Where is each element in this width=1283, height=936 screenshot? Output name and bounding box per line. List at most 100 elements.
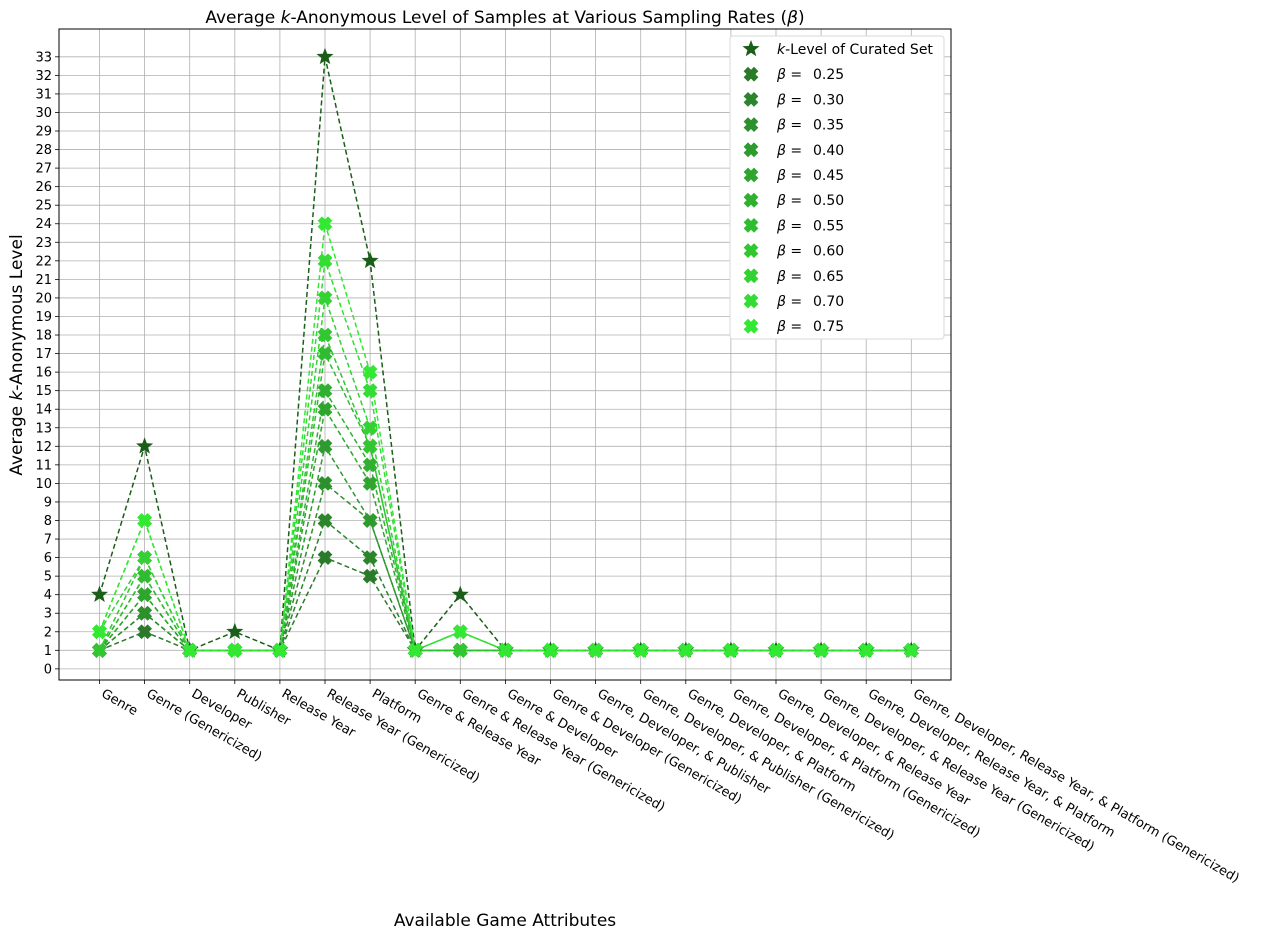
y-tick-label: 26 [35,180,52,195]
beta-x-point [362,420,378,436]
series-layer [90,47,920,658]
legend-beta-label: β = 0.40 [776,143,844,159]
chart-title: Average k-Anonymous Level of Samples at … [205,8,804,28]
beta-x-point [858,642,874,658]
y-tick-label: 7 [44,533,52,548]
beta-x-point [588,642,603,658]
legend-beta-marker [743,142,759,158]
beta-x-point [317,476,333,491]
beta-x-point [452,624,468,640]
legend-beta-marker [743,92,759,107]
y-tick-label: 33 [35,50,52,65]
legend-beta-label: β = 0.60 [776,244,844,260]
curated-star-point [451,585,469,602]
curated-star-point [226,622,244,640]
legend: k-Level of Curated Set β = 0.25 β = 0.30 β = 0… [729,35,945,340]
y-tick-label: 14 [35,403,52,418]
beta-x-point [317,327,333,343]
beta-x-point [768,642,784,658]
beta-x-point [272,642,288,658]
beta-x-point [362,383,378,399]
curated-star-point [361,251,379,269]
y-tick-label: 0 [44,662,52,677]
y-tick-label: 10 [35,477,52,492]
beta-x-point [317,383,333,399]
legend-beta-label: β = 0.55 [776,218,844,234]
beta-x-point [137,568,152,584]
y-tick-label: 13 [35,421,52,436]
beta-x-point [92,624,107,640]
legend-beta-marker [743,167,759,183]
beta-x-point [317,438,333,454]
beta-x-point [362,568,378,584]
y-tick-label: 22 [35,254,52,269]
beta-x-point [317,513,333,528]
y-tick-label: 4 [44,588,52,603]
y-tick-label: 23 [35,236,52,251]
beta-x-point [137,513,152,528]
beta-x-point [227,642,243,658]
beta-x-point [543,642,558,658]
beta-x-point [137,550,152,565]
y-tick-label: 27 [35,162,52,177]
curated-star-point [136,437,154,454]
beta-x-point [362,476,378,491]
legend-box [729,35,945,340]
x-axis-label: Available Game Attributes [394,911,616,931]
beta-x-point [903,642,919,658]
beta-x-point [137,587,152,603]
beta-x-point [137,624,152,640]
beta-x-point [678,642,694,658]
beta-x-point [813,642,829,658]
y-axis-label: Average k-Anonymous Level [7,234,27,475]
beta-x-point [137,605,152,621]
y-tick-label: 11 [35,458,52,473]
beta-x-point [317,346,333,361]
legend-beta-label: β = 0.50 [776,193,844,209]
x-axis-ticks: Genre Genre (Genericized)DeveloperPublish… [99,680,1242,886]
curated-star-point [316,47,334,65]
beta-x-point [317,290,333,306]
beta-x-point [317,401,333,417]
legend-beta-marker [743,268,759,284]
beta-x-point [362,457,378,473]
y-tick-label: 21 [35,273,52,288]
beta-x-point [317,216,333,232]
legend-beta-marker [743,293,759,309]
legend-beta-label: β = 0.30 [776,92,844,108]
y-tick-label: 1 [44,644,52,659]
y-tick-label: 20 [35,291,52,306]
legend-beta-label: β = 0.70 [776,294,844,310]
y-tick-label: 28 [35,143,52,158]
legend-beta-label: β = 0.25 [776,67,844,83]
legend-curated-marker [742,40,760,57]
x-tick-label: Genre [99,686,141,719]
beta-x-point [317,253,333,269]
y-tick-label: 29 [35,125,52,140]
y-tick-label: 3 [44,607,52,622]
legend-beta-label: β = 0.45 [776,168,844,184]
beta-x-point [317,550,333,565]
y-tick-label: 19 [35,310,52,325]
y-tick-label: 32 [35,69,52,84]
legend-beta-label: β = 0.35 [776,118,844,134]
y-tick-label: 12 [35,440,52,455]
y-tick-label: 18 [35,329,52,344]
x-tick-label: Genre, Developer, Release Year, & Platfo… [910,686,1241,886]
beta-x-point [362,364,378,380]
y-axis-ticks: 0123456789101112131415161718192021222324… [35,50,59,677]
y-tick-label: 31 [35,87,52,102]
beta-x-point [362,438,378,454]
beta-x-point [452,642,468,658]
y-tick-label: 5 [44,570,52,585]
beta-x-point [633,642,649,658]
y-tick-label: 17 [35,347,52,362]
legend-beta-marker [743,218,759,233]
beta-x-point [92,642,107,658]
beta-x-point [407,642,423,658]
legend-beta-label: β = 0.65 [776,269,844,285]
y-tick-label: 9 [44,495,52,510]
legend-beta-marker [743,318,759,334]
legend-beta-label: β = 0.75 [776,319,844,335]
